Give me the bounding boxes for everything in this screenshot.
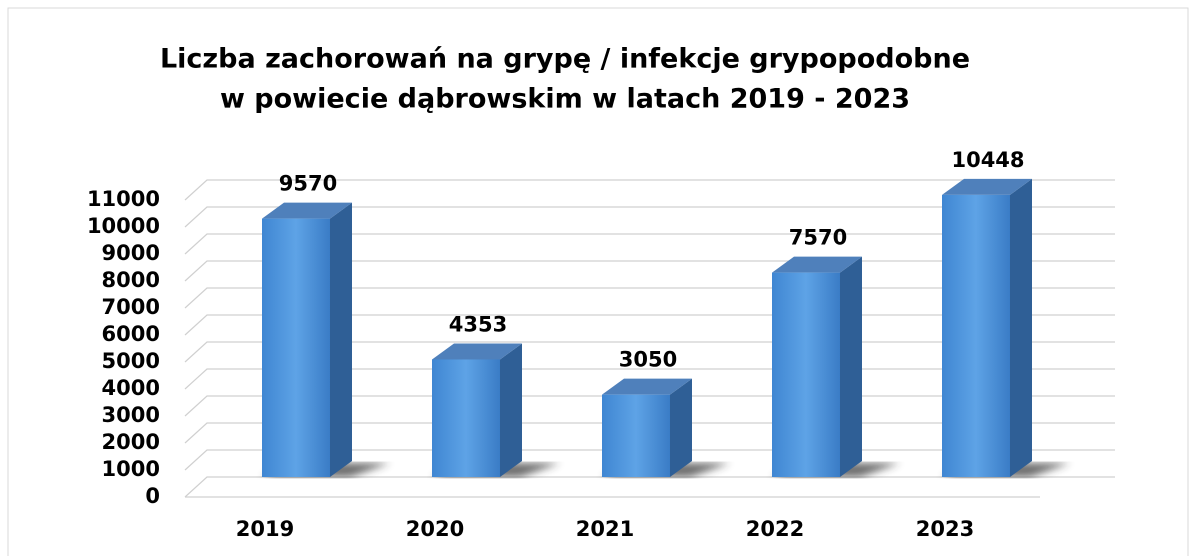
bar-side	[500, 343, 522, 477]
bar-side	[840, 256, 862, 477]
chart-title: Liczba zachorowań na grypę / infekcje gr…	[160, 44, 970, 75]
y-tick-label: 6000	[102, 322, 160, 346]
bar-top	[602, 378, 692, 395]
value-label: 9570	[279, 172, 337, 196]
bar-top	[262, 202, 352, 219]
grid-line	[184, 206, 1115, 228]
x-tick-label: 2022	[746, 517, 804, 541]
y-tick-label: 2000	[102, 430, 160, 454]
y-tick-label: 10000	[87, 214, 160, 238]
y-tick-label: 4000	[102, 376, 160, 400]
grid-line	[184, 476, 1115, 498]
bar	[602, 394, 670, 477]
y-tick-label: 8000	[102, 268, 160, 292]
bar-side	[670, 378, 692, 477]
bar-top	[942, 178, 1032, 195]
y-tick-label: 9000	[102, 241, 160, 265]
bar	[942, 194, 1010, 478]
x-tick-label: 2023	[916, 517, 974, 541]
y-tick-label: 1000	[102, 457, 160, 481]
x-tick-label: 2020	[406, 517, 464, 541]
grid-line	[184, 179, 1115, 201]
chart-title: w powiecie dąbrowskim w latach 2019 - 20…	[220, 84, 910, 115]
value-label: 7570	[789, 226, 847, 250]
y-tick-label: 11000	[87, 187, 160, 211]
frame	[7, 7, 1189, 556]
bar-top	[772, 256, 862, 273]
bar-top	[432, 343, 522, 360]
y-tick-label: 3000	[102, 403, 160, 427]
bar-side	[1010, 178, 1032, 478]
grid-line	[184, 233, 1115, 255]
x-tick-label: 2019	[236, 517, 294, 541]
bar	[772, 272, 840, 477]
y-tick-label: 5000	[102, 349, 160, 373]
value-label: 3050	[619, 348, 677, 372]
value-label: 4353	[449, 312, 507, 336]
y-tick-label: 0	[145, 484, 160, 508]
bar	[432, 359, 500, 477]
bar	[262, 218, 330, 478]
bar-side	[330, 202, 352, 478]
x-tick-label: 2021	[576, 517, 634, 541]
value-label: 10448	[951, 148, 1024, 172]
y-tick-label: 7000	[102, 295, 160, 319]
